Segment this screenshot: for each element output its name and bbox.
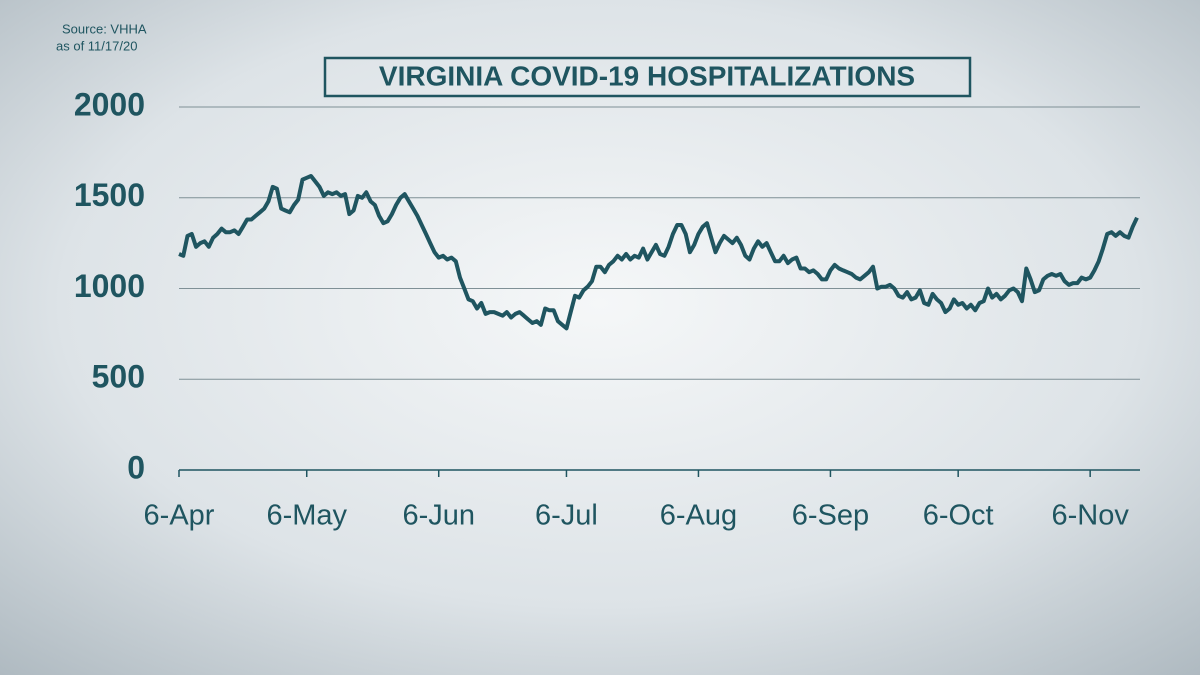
y-tick-label: 1500: [74, 177, 145, 213]
x-tick-label: 6-Aug: [660, 500, 737, 532]
x-tick-label: 6-Oct: [923, 500, 994, 532]
as-of: as of 11/17/20: [56, 38, 137, 53]
y-tick-label: 0: [127, 449, 145, 485]
chart-title: VIRGINIA COVID-19 HOSPITALIZATIONS: [379, 60, 915, 91]
x-tick-label: 6-Apr: [144, 500, 215, 532]
y-tick-label: 1000: [74, 268, 145, 304]
x-tick-label: 6-May: [266, 500, 347, 532]
x-tick-label: 6-Nov: [1051, 500, 1129, 532]
y-tick-label: 500: [92, 359, 145, 395]
source: Source: VHHA: [62, 21, 147, 36]
y-tick-label: 2000: [74, 86, 145, 122]
x-tick-label: 6-Sep: [792, 500, 869, 532]
x-tick-label: 6-Jul: [535, 500, 598, 532]
x-tick-label: 6-Jun: [402, 500, 475, 532]
line: [178, 174, 1139, 331]
title-box: [323, 56, 972, 98]
